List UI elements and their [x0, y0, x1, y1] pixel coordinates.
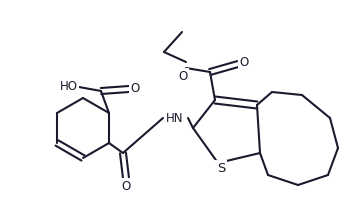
Text: O: O — [179, 69, 188, 83]
Text: O: O — [130, 83, 139, 95]
Text: O: O — [121, 180, 130, 192]
Text: S: S — [217, 161, 225, 175]
Text: HN: HN — [166, 111, 184, 125]
Text: HO: HO — [60, 80, 78, 94]
Text: O: O — [239, 56, 249, 68]
